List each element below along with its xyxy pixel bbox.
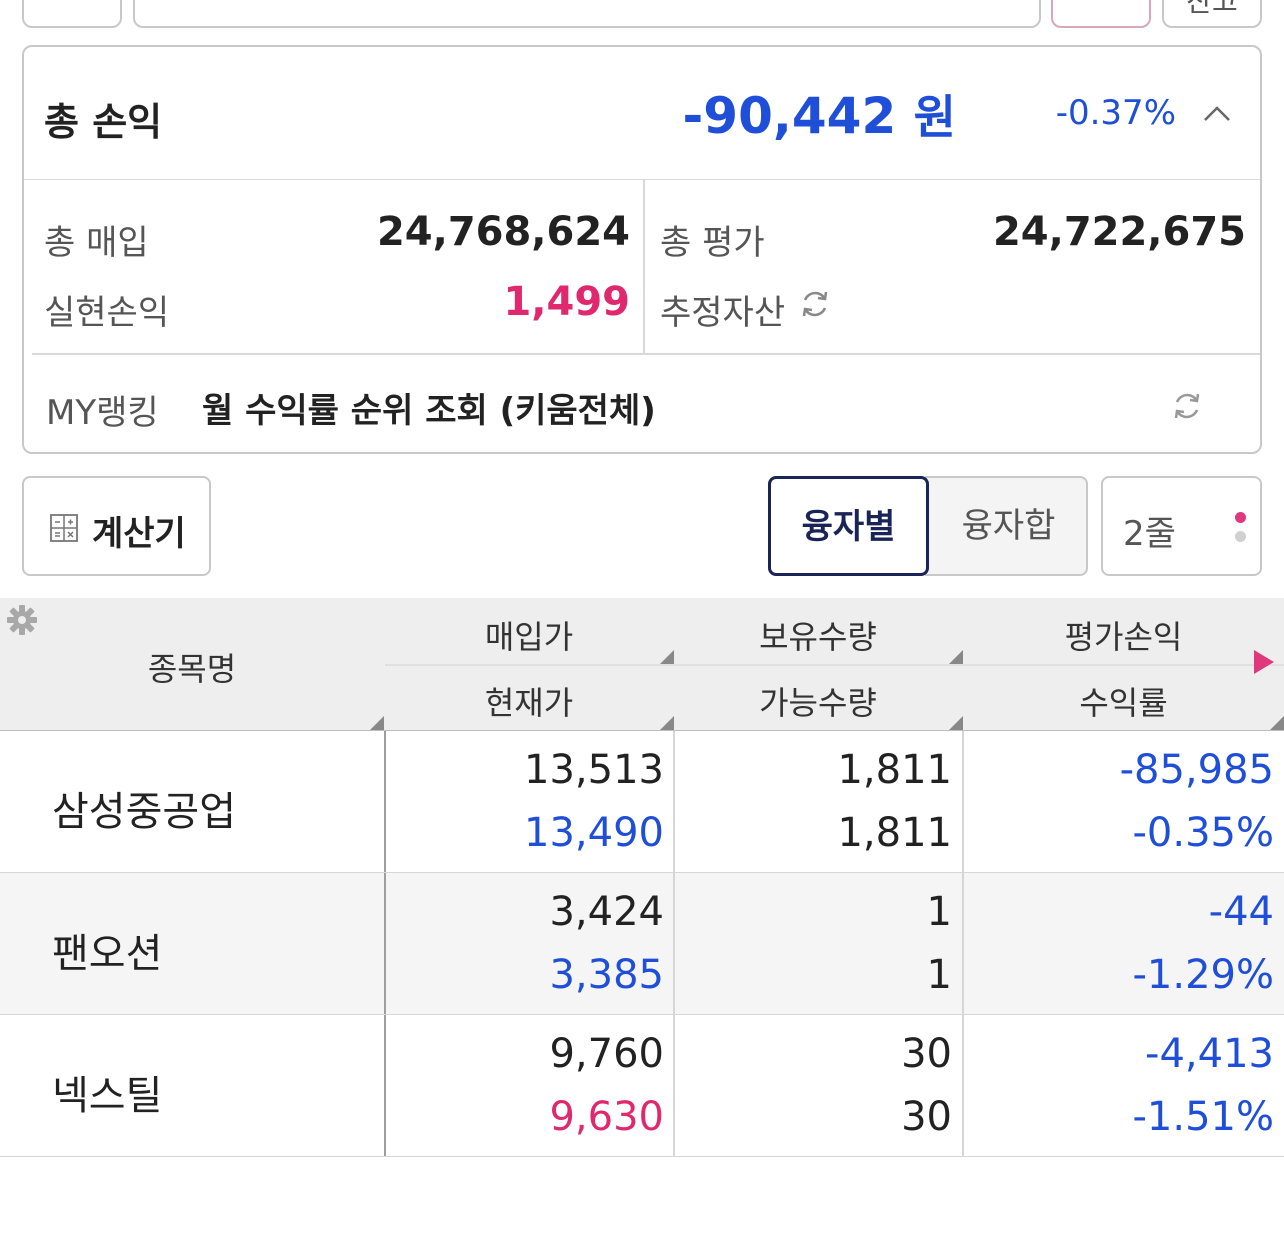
buy-price: 9,760 [549,1031,664,1077]
buy-price: 13,513 [524,747,664,793]
balance-tab-button[interactable]: 잔고 [1162,0,1262,28]
column-divider [962,873,964,1014]
sort-indicator-icon [660,716,674,730]
top-left-button[interactable] [22,0,122,28]
available-qty: 1,811 [837,810,952,856]
refresh-estimated-icon[interactable] [798,287,832,321]
total-pl-rate: -0.37% [1055,93,1176,133]
holding-qty: 1 [926,889,952,935]
realized-label: 실현손익 [44,293,170,333]
sort-indicator-icon [949,650,963,664]
ranking-label: MY랭킹 [46,393,159,433]
column-divider [384,731,386,872]
eval-pl: -4,413 [1145,1031,1274,1077]
holding-qty: 30 [901,1031,952,1077]
sort-indicator-icon [370,716,384,730]
estimated-label: 추정자산 [660,293,786,333]
current-price: 13,490 [524,810,664,856]
gear-icon[interactable] [6,604,38,636]
top-controls: 잔고 [0,0,1284,30]
header-stock-name[interactable]: 종목명 [147,650,237,688]
total-pl-value: -90,442 [682,87,897,145]
eval-pl: -44 [1208,889,1274,935]
total-pl-unit: 원 [913,90,956,144]
row-lines-selector[interactable]: 2줄 [1101,476,1262,576]
realized-value: 1,499 [503,279,630,325]
table-row[interactable]: 팬오션 3,424 3,385 1 1 -44 -1.29% [0,873,1284,1015]
header-return-rate[interactable]: 수익률 [1079,684,1168,722]
row-lines-label: 2줄 [1123,514,1176,554]
column-divider [673,873,675,1014]
eval-pl: -85,985 [1119,747,1274,793]
sort-indicator-icon [949,716,963,730]
top-icon-button[interactable] [1051,0,1151,28]
buy-price: 3,424 [549,889,664,935]
stock-name: 넥스틸 [52,1073,163,1119]
purchase-value: 24,768,624 [376,209,630,255]
summary-title: 총 손익 [44,100,163,144]
segment-loan-sum[interactable]: 융자합 [925,476,1088,576]
column-divider [962,1015,964,1156]
stock-name: 팬오션 [52,931,163,977]
ranking-divider [32,353,1260,355]
column-divider [384,873,386,1014]
current-price: 9,630 [549,1094,664,1140]
table-row[interactable]: 넥스틸 9,760 9,630 30 30 -4,413 -1.51% [0,1015,1284,1157]
total-pl-amount: -90,442 원 [683,81,956,147]
calculator-icon [50,514,78,542]
account-selector[interactable] [133,0,1041,28]
header-buy-price[interactable]: 매입가 [484,618,574,656]
evaluation-label: 총 평가 [660,223,765,263]
current-price: 3,385 [549,952,664,998]
stock-name: 삼성중공업 [52,789,236,835]
table-row[interactable]: 삼성중공업 13,513 13,490 1,811 1,811 -85,985 … [0,731,1284,873]
return-rate: -1.51% [1132,1094,1274,1140]
summary-header[interactable]: 총 손익 -90,442 원 -0.37% [24,47,1260,180]
page-dot [1235,531,1246,542]
available-qty: 1 [926,952,952,998]
column-divider [673,731,675,872]
stats-divider [643,180,645,354]
balance-tab-label: 잔고 [1186,0,1238,18]
ranking-link[interactable]: 월 수익률 순위 조회 (키움전체) [202,391,656,431]
column-divider [673,1015,675,1156]
column-divider [384,1015,386,1156]
summary-card: 총 손익 -90,442 원 -0.37% 총 매입 24,768,624 총 … [22,45,1262,454]
header-eval-pl[interactable]: 평가손익 [1064,618,1183,656]
purchase-label: 총 매입 [44,223,149,263]
header-row-divider [385,664,1284,666]
evaluation-value: 24,722,675 [992,209,1246,255]
header-current-price[interactable]: 현재가 [484,684,574,722]
table-header: 종목명 매입가 현재가 보유수량 가능수량 평가손익 수익률 [0,598,1284,731]
scroll-right-arrow-icon[interactable] [1254,650,1274,674]
column-divider [962,731,964,872]
sort-indicator-icon [1270,716,1284,730]
page-dot-active [1235,512,1246,523]
header-holding-qty[interactable]: 보유수량 [759,618,877,656]
sort-indicator-icon [660,650,674,664]
return-rate: -1.29% [1132,952,1274,998]
segment-by-loan[interactable]: 융자별 [768,476,929,576]
refresh-ranking-icon[interactable] [1170,389,1204,423]
header-available-qty[interactable]: 가능수량 [759,684,877,722]
chevron-up-icon[interactable] [1202,99,1232,129]
calculator-label: 계산기 [92,514,186,554]
available-qty: 30 [901,1094,952,1140]
calculator-button[interactable]: 계산기 [22,476,211,576]
return-rate: -0.35% [1132,810,1274,856]
holding-qty: 1,811 [837,747,952,793]
